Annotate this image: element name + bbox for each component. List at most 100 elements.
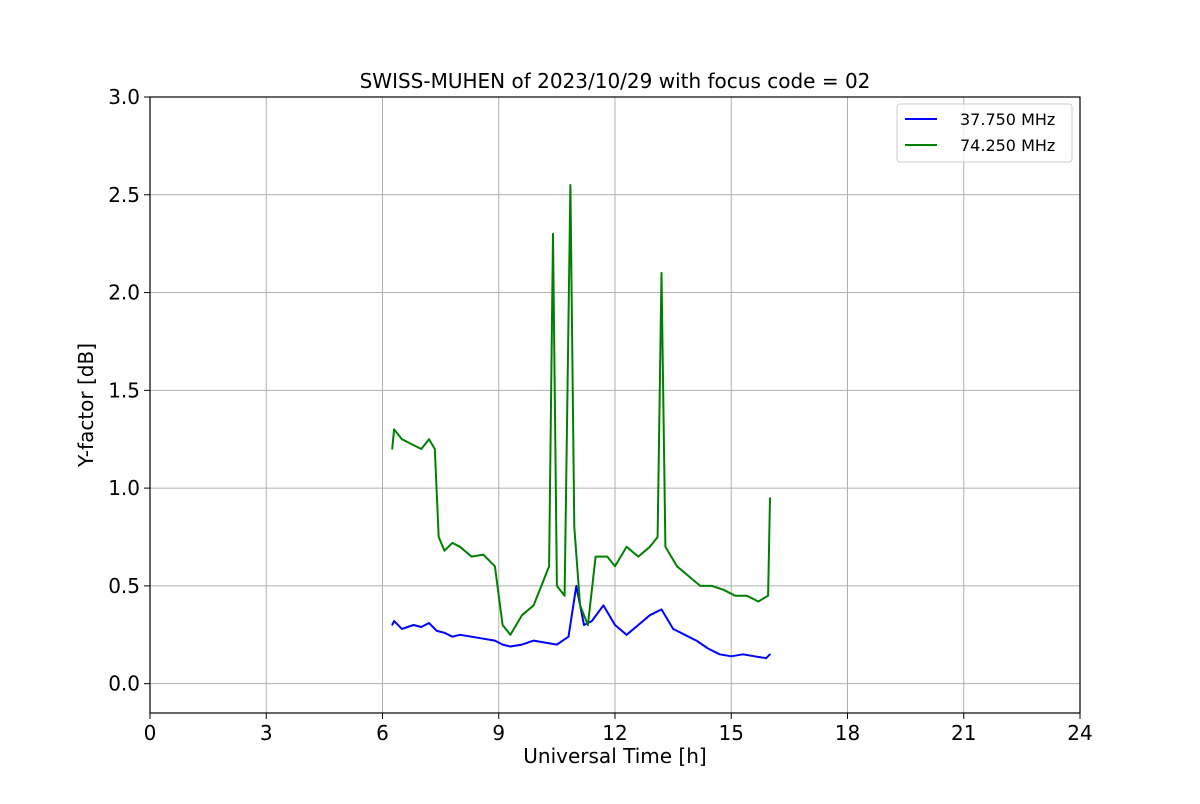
data-point xyxy=(660,608,663,611)
data-point xyxy=(664,546,667,548)
data-point xyxy=(556,585,558,587)
data-point xyxy=(548,565,550,568)
data-point xyxy=(391,448,394,450)
data-point xyxy=(614,624,616,626)
legend-box xyxy=(896,103,1073,163)
chart-title: SWISS-MUHEN of 2023/10/29 with focus cod… xyxy=(360,69,871,93)
data-point xyxy=(436,630,438,632)
data-point xyxy=(470,555,473,558)
data-point xyxy=(602,604,605,607)
data-point xyxy=(540,585,543,587)
data-point xyxy=(649,614,651,616)
data-point xyxy=(420,448,423,450)
data-point xyxy=(443,549,446,552)
series-layer xyxy=(391,184,771,660)
data-point xyxy=(521,643,523,646)
data-point xyxy=(509,634,512,636)
data-point xyxy=(676,565,678,568)
data-point xyxy=(649,546,651,548)
data-point xyxy=(711,585,713,587)
x-tick-label: 21 xyxy=(951,721,976,745)
y-tick-label: 0.5 xyxy=(108,574,140,598)
data-point xyxy=(753,655,756,658)
legend-label: 74.250 MHz xyxy=(960,136,1055,155)
x-axis-label: Universal Time [h] xyxy=(523,744,706,768)
data-point xyxy=(695,639,698,642)
data-point xyxy=(573,526,576,528)
data-point xyxy=(583,624,585,626)
y-tick-label: 2.5 xyxy=(108,183,140,207)
x-tick-label: 9 xyxy=(492,721,505,745)
data-point xyxy=(769,653,771,656)
series-1 xyxy=(391,584,771,660)
series-2 xyxy=(391,184,771,636)
y-tick-label: 0.0 xyxy=(108,672,140,696)
data-point xyxy=(544,641,547,644)
x-tick-label: 12 xyxy=(602,721,627,745)
data-point xyxy=(420,626,423,628)
data-point xyxy=(501,643,504,646)
data-point xyxy=(412,624,415,626)
data-point xyxy=(587,624,589,626)
data-point xyxy=(594,555,597,558)
data-point xyxy=(451,542,454,544)
data-point xyxy=(567,635,570,638)
data-point xyxy=(734,594,736,597)
y-tick-label: 3.0 xyxy=(108,85,140,109)
data-point xyxy=(730,655,733,658)
data-point xyxy=(532,604,535,607)
data-point xyxy=(684,634,686,636)
data-point xyxy=(614,565,616,568)
data-point xyxy=(428,622,430,624)
data-point xyxy=(459,634,461,636)
data-point xyxy=(591,620,593,622)
data-point xyxy=(625,546,628,548)
x-tick-label: 6 xyxy=(376,721,389,745)
data-point xyxy=(470,635,473,638)
data-point xyxy=(412,444,415,446)
x-tick-label: 3 xyxy=(260,721,273,745)
data-point xyxy=(606,555,609,558)
data-point xyxy=(563,594,566,597)
data-point xyxy=(769,497,771,499)
data-point xyxy=(687,575,690,577)
data-point xyxy=(660,272,663,274)
data-point xyxy=(569,184,572,186)
tick-layer: 0 3 6 9 12 15 18 21 24 0.0 0.5 1.0 1.5 2.0 2.5 3.0 xyxy=(108,85,1093,745)
data-point xyxy=(532,639,535,642)
data-point xyxy=(699,585,702,587)
data-point xyxy=(509,645,512,648)
data-point xyxy=(459,546,461,548)
y-tick-label: 1.0 xyxy=(108,476,140,500)
data-point xyxy=(428,438,430,441)
data-point xyxy=(501,624,504,626)
data-point xyxy=(494,639,496,642)
y-tick-label: 1.5 xyxy=(108,378,140,402)
data-point xyxy=(552,233,554,235)
y-axis-label: Y-factor [dB] xyxy=(74,343,98,468)
data-point xyxy=(765,657,767,659)
data-point xyxy=(637,624,640,626)
x-tick-label: 15 xyxy=(719,721,744,745)
data-point xyxy=(494,565,496,568)
data-point xyxy=(579,604,581,607)
data-point xyxy=(556,643,558,646)
data-point xyxy=(391,624,394,626)
series-line xyxy=(391,184,771,636)
x-tick-label: 0 xyxy=(144,721,157,745)
data-point xyxy=(434,448,436,450)
x-tick-label: 18 xyxy=(835,721,860,745)
legend: 37.750 MHz 74.250 MHz xyxy=(896,103,1073,163)
data-point xyxy=(575,585,578,587)
data-point xyxy=(718,653,721,656)
data-point xyxy=(672,628,674,630)
data-point xyxy=(437,536,440,538)
x-tick-label: 24 xyxy=(1067,721,1092,745)
data-point xyxy=(393,620,395,622)
data-point xyxy=(401,628,403,630)
y-tick-label: 2.0 xyxy=(108,281,140,305)
data-point xyxy=(401,438,403,441)
data-point xyxy=(757,600,760,603)
data-point xyxy=(482,553,485,556)
